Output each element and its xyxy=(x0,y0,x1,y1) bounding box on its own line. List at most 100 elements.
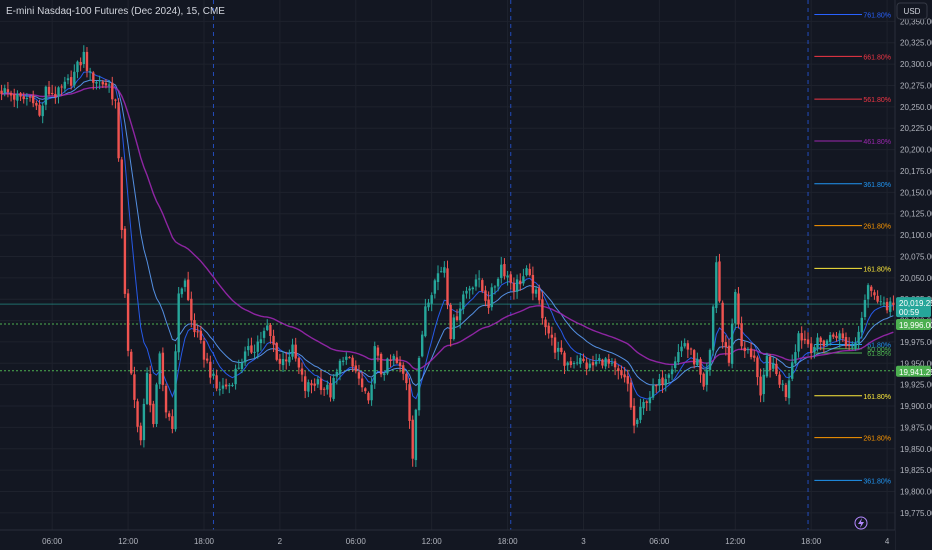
candle-body xyxy=(711,306,715,351)
candle-body xyxy=(288,356,291,363)
candle xyxy=(234,364,237,390)
candle xyxy=(601,358,604,369)
candle-body xyxy=(303,376,307,391)
candle xyxy=(307,379,310,398)
candle-body xyxy=(857,331,860,344)
candle-body xyxy=(383,373,386,376)
candle xyxy=(357,364,361,386)
candle xyxy=(243,346,247,366)
candle-body xyxy=(231,385,234,387)
candle-body xyxy=(737,293,740,325)
candle xyxy=(370,378,373,406)
candle xyxy=(272,329,275,352)
candle-body xyxy=(563,352,566,366)
candle-body xyxy=(120,159,123,230)
candle xyxy=(411,415,414,467)
candle-body xyxy=(92,72,95,83)
candle xyxy=(329,376,332,402)
candle-body xyxy=(588,363,592,368)
candle xyxy=(259,331,263,351)
candle xyxy=(335,368,339,385)
candle-body xyxy=(531,274,535,294)
candle xyxy=(88,67,92,81)
candle-body xyxy=(500,264,503,278)
candle-body xyxy=(667,374,671,378)
candle xyxy=(730,318,734,369)
lightning-icon-bolt[interactable] xyxy=(858,518,864,528)
candle xyxy=(889,297,892,317)
candle xyxy=(670,365,674,381)
candle-body xyxy=(591,362,595,366)
currency-button-frame[interactable] xyxy=(896,2,928,20)
candle-body xyxy=(715,262,718,309)
candle xyxy=(66,74,70,85)
candle xyxy=(54,86,57,104)
candle xyxy=(863,294,867,320)
candle xyxy=(313,378,316,392)
candle-body xyxy=(493,286,497,288)
candle-body xyxy=(357,372,361,379)
candle xyxy=(107,79,111,93)
candle-body xyxy=(664,379,667,386)
candle-body xyxy=(25,97,29,100)
y-tick-label: 20,325.00 xyxy=(900,39,932,48)
candle xyxy=(9,90,13,102)
candle-body xyxy=(351,357,354,367)
candle-body xyxy=(541,299,544,319)
candle-body xyxy=(677,352,680,363)
candle-body xyxy=(174,351,177,430)
candle xyxy=(705,362,709,392)
candle-body xyxy=(870,286,873,291)
candle xyxy=(92,71,95,90)
price-tag-level-2-bg xyxy=(896,365,931,377)
candle xyxy=(351,355,354,372)
candle xyxy=(174,344,177,432)
lightning-icon[interactable] xyxy=(854,516,868,530)
candle-body xyxy=(149,373,152,406)
candle-body xyxy=(496,278,500,287)
candle xyxy=(873,289,876,300)
y-tick-label: 19,900.00 xyxy=(900,402,932,411)
price-axis: 19,775.00 19,800.00 19,825.00 19,850.00 19,8… xyxy=(894,0,932,550)
candle xyxy=(544,316,547,336)
candle xyxy=(215,369,218,392)
candle xyxy=(294,337,297,362)
candle-body xyxy=(221,385,225,389)
candle-body xyxy=(180,288,184,295)
candle-body xyxy=(525,268,528,276)
candle xyxy=(171,409,174,434)
candle-body xyxy=(689,348,693,350)
candle xyxy=(376,344,380,362)
candle xyxy=(41,102,44,124)
candle xyxy=(247,338,250,356)
candle xyxy=(487,291,490,314)
candle xyxy=(142,398,146,448)
candle-body xyxy=(797,333,800,352)
candle-body xyxy=(171,416,174,429)
candle-body xyxy=(692,350,696,365)
candle xyxy=(474,274,478,291)
candle-body xyxy=(155,384,158,424)
currency-button[interactable]: USD xyxy=(896,2,928,20)
candle xyxy=(389,354,392,368)
candle xyxy=(585,357,588,376)
candle xyxy=(183,278,187,292)
candle xyxy=(512,277,516,300)
candle-body xyxy=(329,383,332,398)
x-tick-label: 12:00 xyxy=(118,537,139,546)
y-tick-label: 19,975.00 xyxy=(900,338,932,347)
price-tag-level-1-text: 19,996.00 xyxy=(899,321,932,330)
x-tick-label: 12:00 xyxy=(422,537,443,546)
lightning-icon-ring[interactable] xyxy=(854,516,868,530)
candle xyxy=(44,85,48,111)
candle xyxy=(310,379,313,394)
candle-body xyxy=(38,104,41,116)
y-tick-label: 20,225.00 xyxy=(900,124,932,133)
candle xyxy=(791,354,794,382)
y-tick-label: 20,300.00 xyxy=(900,60,932,69)
time-axis: 06:00 12:00 18:00 2 06:00 12:00 18:00 3 06:00 12:… xyxy=(0,529,895,550)
candle-body xyxy=(506,275,509,278)
fib-level-label: 261.80% xyxy=(863,224,891,231)
